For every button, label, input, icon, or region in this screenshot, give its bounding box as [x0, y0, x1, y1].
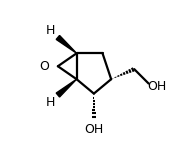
Text: H: H: [45, 24, 55, 37]
Polygon shape: [56, 79, 77, 97]
Text: O: O: [39, 60, 49, 73]
Text: OH: OH: [84, 123, 104, 136]
Polygon shape: [56, 35, 77, 53]
Text: OH: OH: [147, 80, 166, 93]
Text: H: H: [45, 96, 55, 109]
